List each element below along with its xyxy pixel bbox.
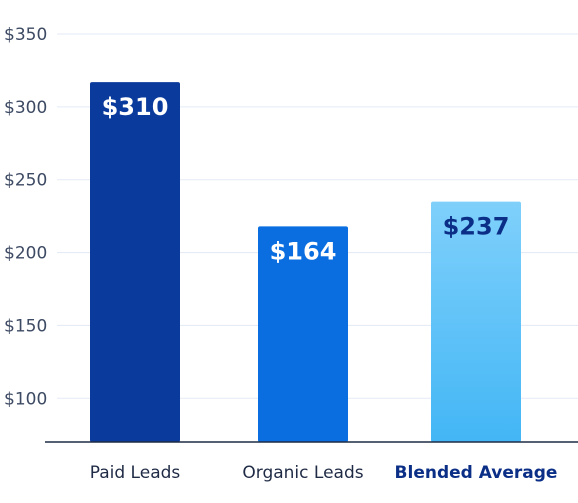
x-category-label: Organic Leads (242, 463, 363, 483)
y-tick-label: $350 (4, 25, 47, 45)
bar-organic-leads (258, 226, 348, 442)
y-axis-ticks: $100 $150 $200 $250 $300 $350 (4, 25, 47, 409)
bar-value-label: $237 (443, 213, 510, 241)
x-category-label: Blended Average (395, 463, 558, 483)
y-tick-label: $250 (4, 171, 47, 191)
x-axis-labels: Paid Leads Organic Leads Blended Average (90, 463, 558, 483)
y-tick-label: $300 (4, 98, 47, 118)
bar-paid-leads (90, 82, 180, 442)
bar-value-label: $310 (102, 93, 169, 121)
x-category-label: Paid Leads (90, 463, 181, 483)
y-tick-label: $150 (4, 316, 47, 336)
bar-blended-average (431, 201, 521, 442)
bar-value-label: $164 (270, 237, 337, 265)
y-tick-label: $100 (4, 389, 47, 409)
y-tick-label: $200 (4, 244, 47, 264)
bars: $310 $164 $237 (90, 82, 521, 442)
